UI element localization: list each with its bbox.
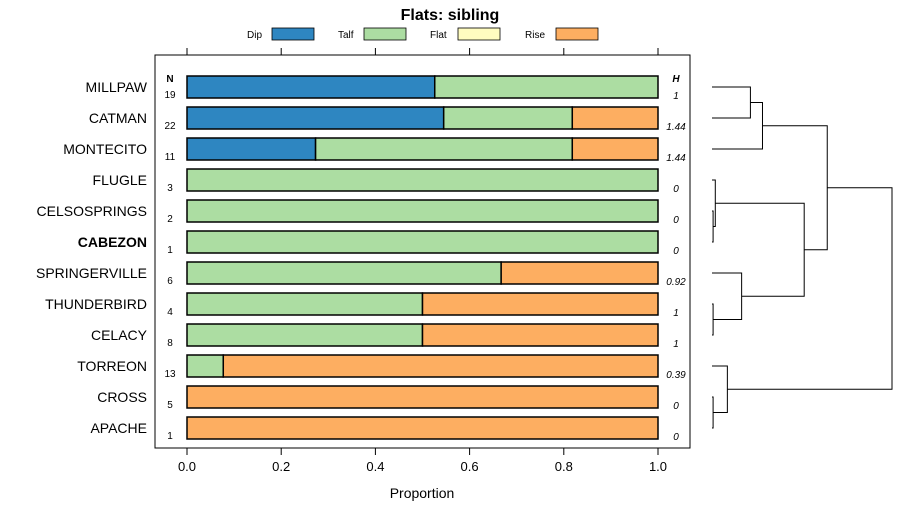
legend-label-flat: Flat bbox=[430, 30, 447, 41]
h-value: 1 bbox=[673, 91, 679, 102]
n-value: 2 bbox=[167, 214, 173, 225]
n-header: N bbox=[166, 74, 173, 85]
category-label: FLUGLE bbox=[93, 172, 147, 188]
bar-segment-catman-rise bbox=[571, 106, 659, 130]
category-label: CABEZON bbox=[78, 234, 147, 250]
x-tick-label: 0.2 bbox=[272, 459, 290, 474]
bar-segment-thunderbird-rise bbox=[421, 292, 659, 316]
category-label: TORREON bbox=[77, 358, 147, 374]
h-value: 0.39 bbox=[666, 370, 686, 381]
x-tick-label: 0.0 bbox=[178, 459, 196, 474]
category-labels: MILLPAW CATMAN MONTECITO FLUGLE CELSOSPRINGS… bbox=[36, 79, 148, 436]
bar-segment-catman-dip bbox=[186, 106, 445, 130]
dendrogram-link bbox=[715, 202, 805, 297]
n-value: 3 bbox=[167, 183, 173, 194]
x-axis: 0.0 0.2 0.4 0.6 0.8 1.0 bbox=[178, 48, 667, 474]
legend-swatch-rise bbox=[555, 27, 599, 41]
category-label: APACHE bbox=[90, 420, 147, 436]
bar-segment-cross-rise bbox=[186, 385, 659, 409]
bar-segment-apache-rise bbox=[186, 416, 659, 440]
plot-frame bbox=[154, 54, 691, 449]
dendrogram-link bbox=[712, 365, 728, 413]
x-axis-label: Proportion bbox=[390, 485, 455, 501]
x-tick-label: 0.8 bbox=[555, 459, 573, 474]
n-value: 13 bbox=[164, 369, 176, 380]
legend-label-dip: Dip bbox=[247, 30, 262, 41]
h-header: H bbox=[672, 74, 680, 85]
n-value: 1 bbox=[167, 245, 173, 256]
n-value: 22 bbox=[164, 121, 176, 132]
x-tick-label: 0.4 bbox=[366, 459, 384, 474]
legend-label-talf: Talf bbox=[338, 30, 354, 41]
bar-segment-cabezon-talf bbox=[186, 230, 659, 254]
dendrogram bbox=[712, 86, 893, 429]
bar-segment-celacy-talf bbox=[186, 323, 424, 347]
x-tick-label: 0.6 bbox=[461, 459, 479, 474]
h-value: 0 bbox=[673, 215, 679, 226]
category-label: SPRINGERVILLE bbox=[36, 265, 147, 281]
h-value: 1 bbox=[673, 308, 679, 319]
dendrogram-link bbox=[712, 102, 763, 150]
bar-segment-montecito-rise bbox=[571, 137, 659, 161]
n-value: 11 bbox=[165, 152, 176, 163]
dendrogram-link bbox=[712, 210, 714, 243]
bars-layer bbox=[186, 75, 659, 440]
n-value: 19 bbox=[164, 90, 176, 101]
dendrogram-link bbox=[712, 396, 714, 429]
bar-segment-montecito-talf bbox=[314, 137, 574, 161]
bar-segment-celsosprings-talf bbox=[186, 199, 659, 223]
h-value: 1 bbox=[673, 339, 679, 350]
legend-swatch-talf bbox=[363, 27, 407, 41]
legend-swatch-dip bbox=[271, 27, 315, 41]
category-label: CATMAN bbox=[89, 110, 147, 126]
bar-segment-montecito-dip bbox=[186, 137, 317, 161]
bar-segment-flugle-talf bbox=[186, 168, 659, 192]
h-value: 0.92 bbox=[666, 277, 686, 288]
dendrogram-link bbox=[762, 125, 828, 251]
category-label: MONTECITO bbox=[63, 141, 147, 157]
bar-segment-torreon-rise bbox=[222, 354, 659, 378]
bar-segment-torreon-talf bbox=[186, 354, 225, 378]
h-value: 0 bbox=[673, 401, 679, 412]
n-value: 1 bbox=[167, 431, 173, 442]
h-value: 1.44 bbox=[666, 153, 686, 164]
x-tick-label: 1.0 bbox=[649, 459, 667, 474]
h-value: 1.44 bbox=[666, 122, 686, 133]
n-value: 5 bbox=[167, 400, 173, 411]
h-value: 0 bbox=[673, 432, 679, 443]
bar-segment-catman-talf bbox=[442, 106, 574, 130]
bar-segment-celacy-rise bbox=[421, 323, 659, 347]
category-label: THUNDERBIRD bbox=[45, 296, 147, 312]
h-value: 0 bbox=[673, 184, 679, 195]
n-labels: 19 22 11 3 2 1 6 4 8 13 5 1 bbox=[164, 90, 176, 442]
n-value: 6 bbox=[167, 276, 173, 287]
bar-segment-springerville-rise bbox=[500, 261, 659, 285]
h-value: 0 bbox=[673, 246, 679, 257]
category-label: MILLPAW bbox=[86, 79, 148, 95]
dendrogram-link bbox=[727, 187, 893, 390]
dendrogram-link bbox=[712, 179, 716, 227]
bar-segment-millpaw-dip bbox=[186, 75, 436, 99]
chart-title: Flats: sibling bbox=[401, 7, 500, 24]
category-label: CELACY bbox=[91, 327, 148, 343]
dendrogram-link bbox=[712, 86, 751, 119]
legend-swatch-flat bbox=[457, 27, 501, 41]
bar-segment-thunderbird-talf bbox=[186, 292, 424, 316]
n-value: 8 bbox=[167, 338, 173, 349]
dendrogram-link bbox=[712, 303, 714, 336]
bar-segment-springerville-talf bbox=[186, 261, 502, 285]
category-label: CELSOSPRINGS bbox=[37, 203, 147, 219]
legend: Dip Talf Flat Rise bbox=[247, 27, 599, 41]
legend-label-rise: Rise bbox=[525, 30, 545, 41]
n-value: 4 bbox=[167, 307, 173, 318]
category-label: CROSS bbox=[97, 389, 147, 405]
dendrogram-link bbox=[712, 272, 743, 320]
bar-segment-millpaw-talf bbox=[433, 75, 659, 99]
h-labels: 1 1.44 1.44 0 0 0 0.92 1 1 0.39 0 0 bbox=[666, 91, 686, 443]
